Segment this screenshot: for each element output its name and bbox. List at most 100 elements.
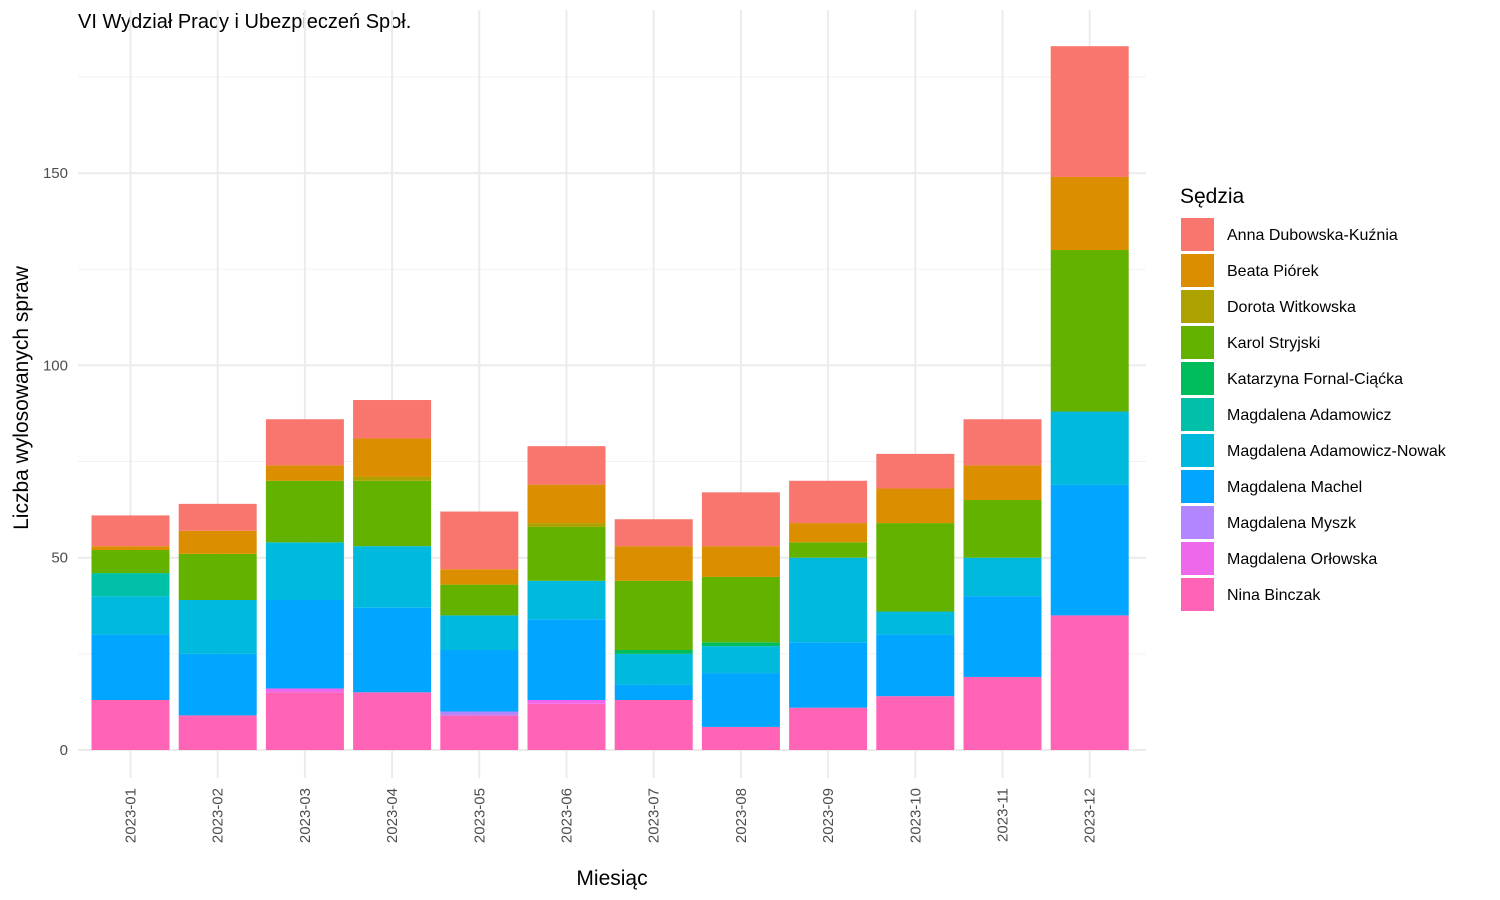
bar-segment xyxy=(789,542,868,558)
bar-segment xyxy=(527,700,606,704)
bar-segment xyxy=(701,642,780,647)
y-tick-label: 100 xyxy=(43,357,68,374)
legend-key xyxy=(1181,470,1214,503)
legend-label: Magdalena Orłowska xyxy=(1227,551,1377,568)
legend-title: Sędzia xyxy=(1180,185,1245,208)
bar-segment xyxy=(701,726,780,750)
bar-segment xyxy=(91,515,170,547)
x-axis-title: Miesiąc xyxy=(576,867,647,890)
bar-segment xyxy=(265,600,344,689)
legend-key xyxy=(1181,542,1214,575)
bar-segment xyxy=(614,580,693,651)
bar-segment xyxy=(265,419,344,466)
x-tick-label: 2023-12 xyxy=(1082,788,1099,843)
legend: Anna Dubowska-Kuźnia Beata Piórek Dorota W… xyxy=(1181,218,1447,611)
bar-segment xyxy=(440,711,519,716)
bar-segment xyxy=(876,453,955,489)
bar-segment xyxy=(353,546,432,608)
legend-key xyxy=(1181,398,1214,431)
bar-segment xyxy=(1050,46,1129,177)
bar-segment xyxy=(963,500,1042,558)
bar-segment xyxy=(353,476,432,481)
x-tick-label: 2023-03 xyxy=(297,788,314,843)
y-axis-ticks: 0 50 100 150 xyxy=(43,165,68,759)
bar-segment xyxy=(353,607,432,693)
legend-label: Magdalena Adamowicz-Nowak xyxy=(1227,443,1447,460)
bar-segment xyxy=(91,700,170,750)
bar-segment xyxy=(265,542,344,601)
bar-segment xyxy=(876,611,955,635)
bar-segment xyxy=(178,653,257,716)
legend-label: Magdalena Adamowicz xyxy=(1227,407,1392,424)
x-tick-label: 2023-05 xyxy=(471,788,488,843)
bar-segment xyxy=(789,480,868,524)
legend-label: Dorota Witkowska xyxy=(1227,299,1356,316)
bars xyxy=(91,46,1129,750)
bar-segment xyxy=(527,703,606,750)
bar-segment xyxy=(353,480,432,547)
bar-segment xyxy=(701,646,780,674)
bar-segment xyxy=(614,700,693,750)
bar-segment xyxy=(178,503,257,531)
bar-segment xyxy=(178,715,257,750)
bar-segment xyxy=(440,715,519,750)
x-axis-ticks: 2023-01 2023-02 2023-03 2023-04 2023-05 2023-… xyxy=(123,788,1099,843)
bar-segment xyxy=(614,653,693,685)
bar-segment xyxy=(614,650,693,654)
legend-key xyxy=(1181,362,1214,395)
x-tick-label: 2023-09 xyxy=(820,788,837,843)
bar-segment xyxy=(353,692,432,750)
x-tick-label: 2023-04 xyxy=(384,788,401,843)
bar-segment xyxy=(876,696,955,750)
bar-segment xyxy=(963,465,1042,501)
bar-segment xyxy=(178,553,257,601)
y-tick-label: 50 xyxy=(51,550,68,567)
bar-segment xyxy=(91,546,170,551)
x-tick-label: 2023-07 xyxy=(646,788,663,843)
y-axis-title: Liczba wylosowanych spraw xyxy=(10,265,33,530)
bar-segment xyxy=(440,584,519,616)
bar-segment xyxy=(614,684,693,701)
bar-segment xyxy=(440,650,519,712)
x-tick-label: 2023-10 xyxy=(907,788,924,843)
bar-segment xyxy=(353,400,432,439)
bar-segment xyxy=(265,688,344,693)
bar-segment xyxy=(1050,615,1129,750)
bar-segment xyxy=(963,419,1042,466)
bar-segment xyxy=(614,519,693,547)
bar-segment xyxy=(876,523,955,612)
bar-segment xyxy=(963,557,1042,597)
bar-segment xyxy=(701,546,780,577)
legend-label: Karol Stryjski xyxy=(1227,335,1320,352)
legend-label: Magdalena Machel xyxy=(1227,479,1362,496)
bar-segment xyxy=(527,526,606,581)
bar-segment xyxy=(91,550,170,574)
chart-title: VI Wydział Pracy i Ubezpieczeń Społ. xyxy=(78,11,411,33)
bar-segment xyxy=(527,484,606,524)
bar-segment xyxy=(876,634,955,697)
x-tick-label: 2023-08 xyxy=(733,788,750,843)
bar-segment xyxy=(1050,484,1129,616)
bar-segment xyxy=(91,596,170,635)
bar-segment xyxy=(440,511,519,570)
bar-segment xyxy=(789,707,868,750)
bar-segment xyxy=(963,596,1042,677)
legend-key xyxy=(1181,254,1214,287)
bar-segment xyxy=(178,600,257,654)
legend-key xyxy=(1181,218,1214,251)
x-tick-label: 2023-01 xyxy=(123,788,140,843)
bar-segment xyxy=(353,438,432,477)
y-tick-label: 150 xyxy=(43,165,68,182)
bar-segment xyxy=(789,557,868,643)
bar-segment xyxy=(265,692,344,750)
x-tick-label: 2023-06 xyxy=(559,788,576,843)
bar-segment xyxy=(527,619,606,701)
bar-segment xyxy=(1050,411,1129,485)
x-tick-label: 2023-11 xyxy=(995,788,1012,842)
bar-segment xyxy=(265,465,344,481)
legend-key xyxy=(1181,434,1214,467)
bar-segment xyxy=(1050,176,1129,251)
legend-label: Magdalena Myszk xyxy=(1227,515,1357,532)
bar-segment xyxy=(701,576,780,643)
